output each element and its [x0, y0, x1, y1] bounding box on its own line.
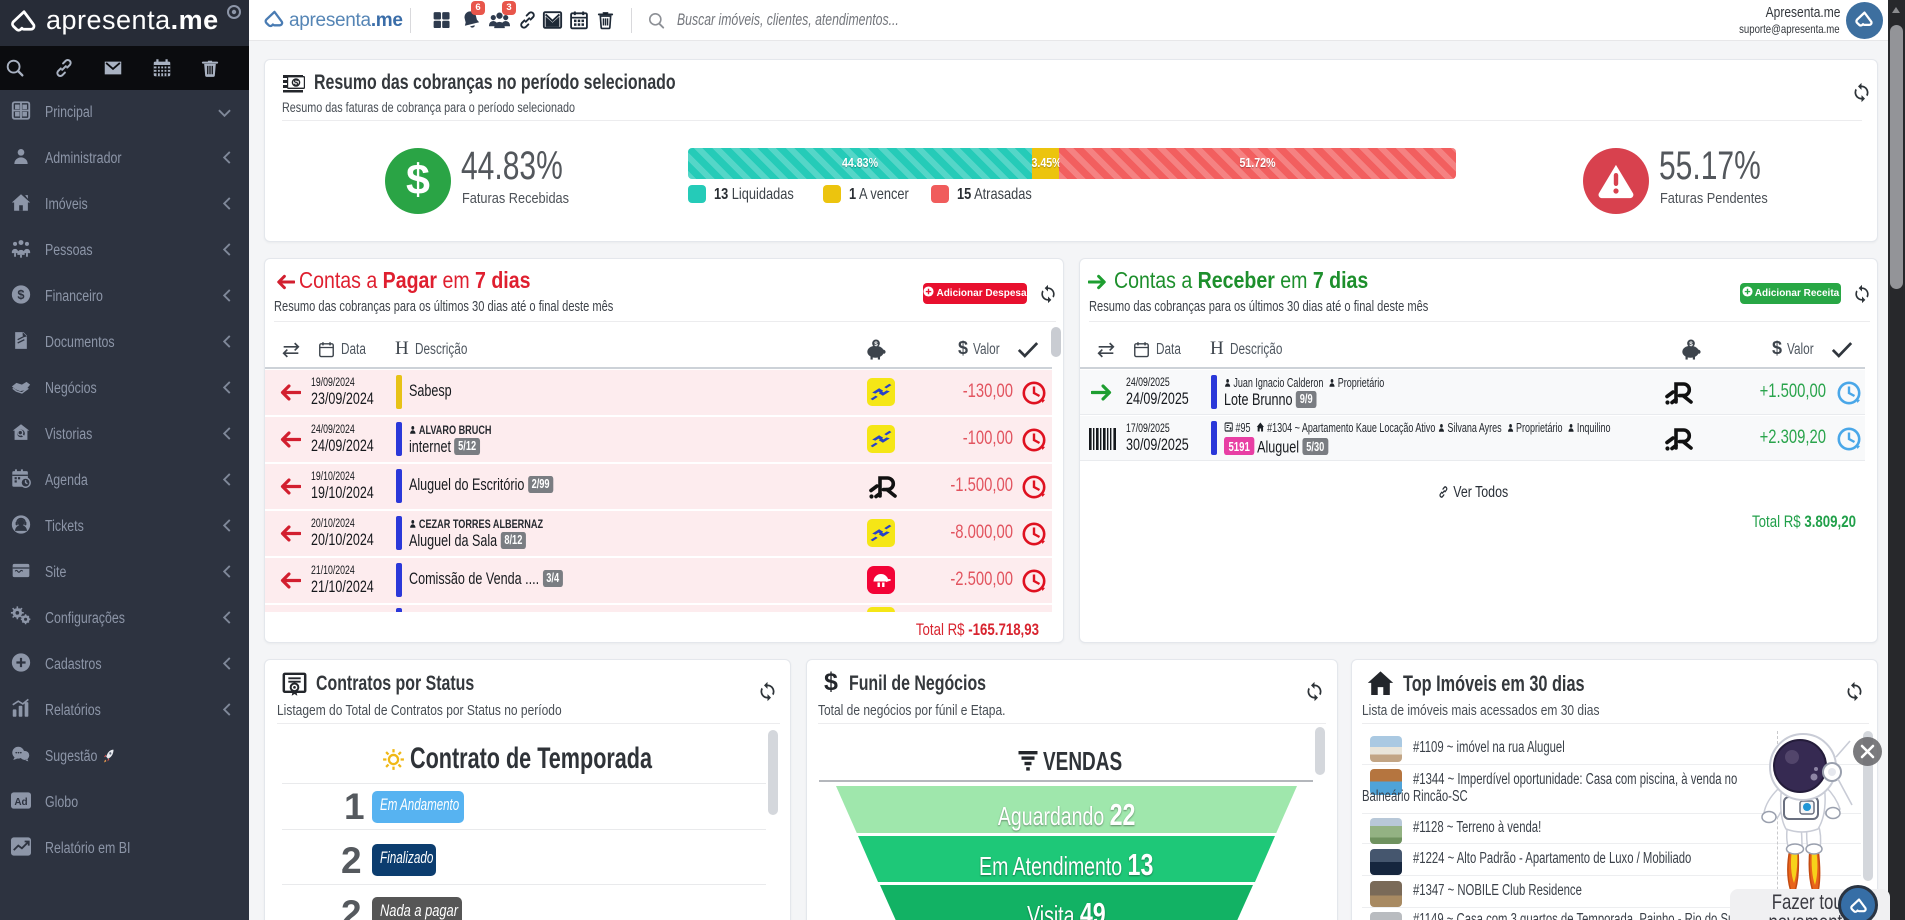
svg-text:Ad: Ad — [14, 797, 27, 808]
svg-text:$: $ — [1689, 341, 1693, 348]
svg-text:$: $ — [874, 341, 878, 348]
svg-text:$: $ — [294, 78, 299, 88]
svg-text:$: $ — [17, 287, 24, 302]
